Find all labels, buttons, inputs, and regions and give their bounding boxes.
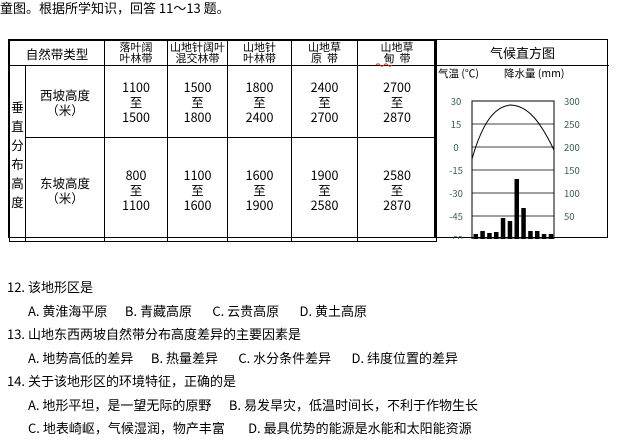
- svg-text:150: 150: [564, 163, 580, 177]
- svg-text:100: 100: [564, 186, 580, 200]
- svg-text:降水量 (mm): 降水量 (mm): [504, 66, 564, 81]
- svg-text:300: 300: [564, 94, 580, 108]
- svg-text:0: 0: [453, 140, 458, 154]
- svg-text:200: 200: [564, 140, 580, 154]
- svg-text:250: 250: [564, 117, 580, 131]
- svg-text:-45: -45: [449, 209, 463, 223]
- svg-text:50: 50: [564, 209, 575, 223]
- svg-text:30: 30: [451, 94, 462, 108]
- svg-text:-60: -60: [449, 232, 463, 239]
- svg-text:15: 15: [451, 117, 462, 131]
- svg-text:-15: -15: [449, 163, 463, 177]
- svg-text:-30: -30: [449, 186, 463, 200]
- svg-text:气温 (℃): 气温 (℃): [438, 66, 479, 81]
